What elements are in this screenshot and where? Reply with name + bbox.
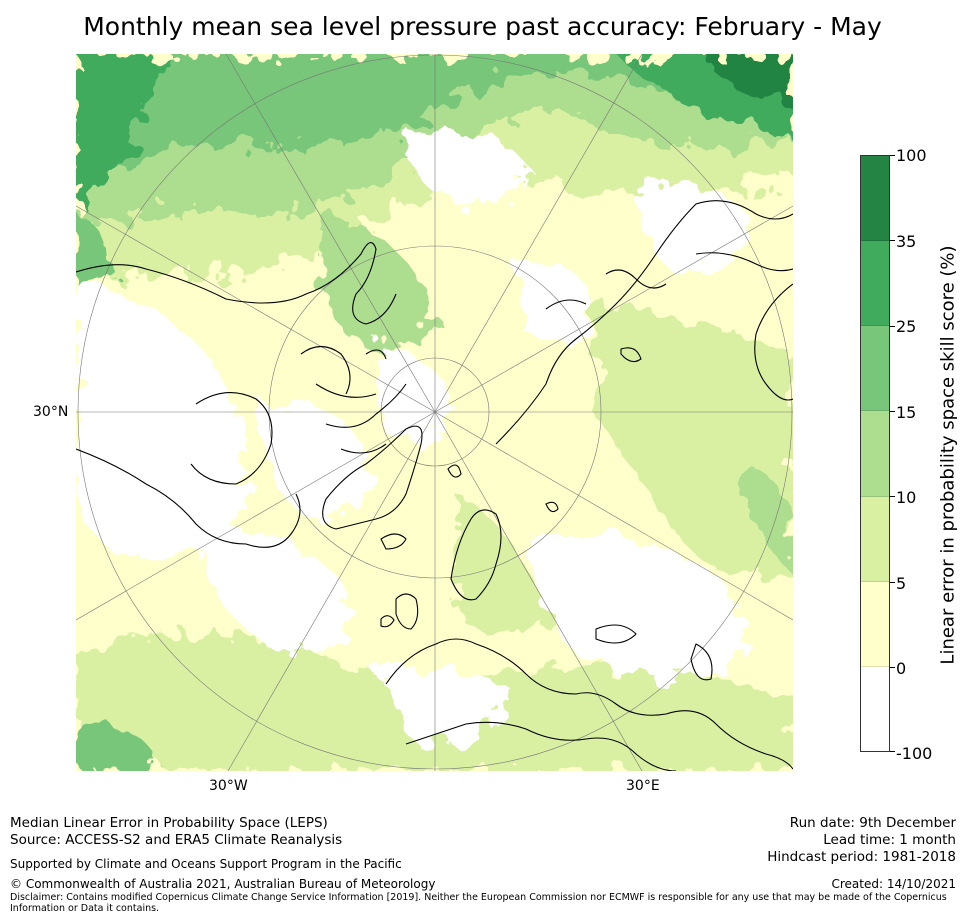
longitude-label-30w: 30°W xyxy=(209,778,248,794)
longitude-label-30e: 30°E xyxy=(626,778,660,794)
meridian xyxy=(76,205,436,413)
colorbar-tick-mark xyxy=(890,155,895,156)
meridian xyxy=(76,411,436,621)
footer-support: Supported by Climate and Oceans Support … xyxy=(10,857,402,871)
colorbar-band-15-25 xyxy=(861,326,889,412)
meridian xyxy=(434,411,643,771)
coastline-scandinavia xyxy=(450,509,502,601)
coastline-greenland xyxy=(322,425,423,530)
meridian xyxy=(434,205,793,413)
coastline-asia-east xyxy=(754,283,793,401)
skill-field-darkest-green xyxy=(706,54,793,104)
coastline-north-america-east xyxy=(76,448,301,548)
footer-disclaimer: Disclaimer: Contains modified Copernicus… xyxy=(10,892,947,914)
colorbar-label: Linear error in probability space skill … xyxy=(937,245,959,665)
skill-field-white xyxy=(406,128,526,206)
colorbar-band-0-5 xyxy=(861,581,889,667)
colorbar xyxy=(860,155,890,752)
colorbar-tick-mark xyxy=(890,496,895,497)
skill-field-white xyxy=(256,405,368,524)
coastline-asia-arctic xyxy=(545,252,793,310)
footer-created: Created: 14/10/2021 xyxy=(831,877,956,891)
coastline-british-isles xyxy=(380,593,419,630)
coastline-canadian-archipelago xyxy=(300,345,407,454)
coastlines xyxy=(76,200,793,771)
colorbar-band-35-100 xyxy=(861,156,889,242)
colorbar-band-10-15 xyxy=(861,411,889,497)
colorbar-tick-label: 35 xyxy=(896,232,917,251)
coastline-north-america-north xyxy=(76,242,397,325)
colorbar-tick-mark xyxy=(890,240,895,241)
footer-copyright: © Commonwealth of Australia 2021, Austra… xyxy=(10,877,436,891)
meridian xyxy=(434,54,643,413)
skill-field-light-green xyxy=(596,304,793,579)
colorbar-tick-label: 10 xyxy=(896,488,917,507)
meridian xyxy=(225,54,436,413)
footer-method: Median Linear Error in Probability Space… xyxy=(10,815,328,831)
meridians xyxy=(76,54,793,771)
coastline-svalbard xyxy=(447,464,462,478)
skill-field-green-mid xyxy=(76,722,166,771)
colorbar-band-5-10 xyxy=(861,496,889,582)
skill-field-green-mid xyxy=(76,54,793,184)
map-svg xyxy=(76,54,793,771)
colorbar-tick-label: 15 xyxy=(896,403,917,422)
coastline-iceland xyxy=(380,533,407,550)
skill-field-white xyxy=(76,284,248,559)
coastline-lakes xyxy=(545,347,642,513)
footer-source: Source: ACCESS-S2 and ERA5 Climate Reana… xyxy=(10,832,343,848)
coastline-siberia xyxy=(495,200,793,445)
colorbar-tick-mark xyxy=(890,582,895,583)
skill-field-white xyxy=(516,259,596,341)
coastline-black-caspian xyxy=(595,624,713,681)
colorbar-tick-label: 5 xyxy=(896,574,907,593)
latitude-label-30n: 30°N xyxy=(33,404,69,420)
meridian xyxy=(227,411,436,771)
colorbar-tick-label: -100 xyxy=(896,744,933,763)
skill-field-green xyxy=(320,214,436,346)
chart-title: Monthly mean sea level pressure past acc… xyxy=(83,12,882,41)
colorbar-tick-label: 0 xyxy=(896,659,907,678)
skill-field-white xyxy=(196,524,351,654)
colorbar-tick-mark xyxy=(890,667,895,668)
colorbar-band-neg100-0 xyxy=(861,666,889,751)
footer-lead-time: Lead time: 1 month xyxy=(823,832,956,848)
colorbar-tick-mark xyxy=(890,326,895,327)
footer-run-date: Run date: 9th December xyxy=(789,815,956,831)
colorbar-band-25-35 xyxy=(861,241,889,327)
colorbar-tick-label: 25 xyxy=(896,317,917,336)
colorbar-tick-label: 100 xyxy=(896,146,927,165)
skill-field-green xyxy=(736,471,793,574)
coastline-mediterranean xyxy=(405,721,677,771)
skill-field-white xyxy=(376,667,516,746)
skill-field-darker-green xyxy=(76,54,166,204)
colorbar-tick-mark xyxy=(890,751,895,752)
coastline-hudson-bay xyxy=(190,392,273,485)
skill-field-white xyxy=(534,532,744,677)
coastline-europe xyxy=(385,638,793,770)
skill-field-white xyxy=(376,344,456,440)
footer-hindcast: Hindcast period: 1981-2018 xyxy=(767,849,956,865)
colorbar-tick-mark xyxy=(890,411,895,412)
polar-map xyxy=(76,54,793,771)
meridian xyxy=(434,411,793,621)
